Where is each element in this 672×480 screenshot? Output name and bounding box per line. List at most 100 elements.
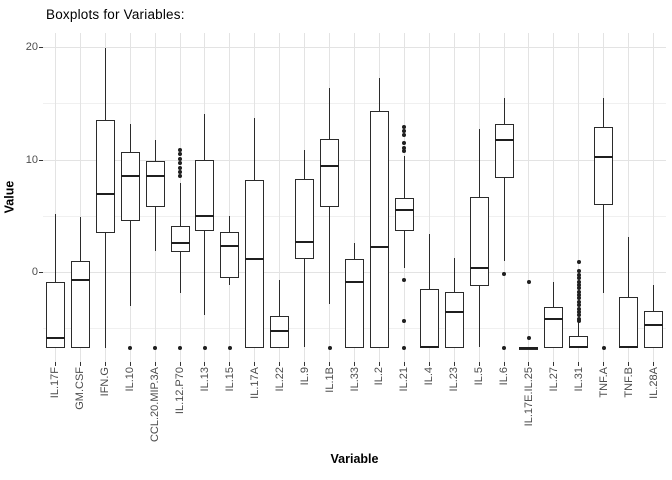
- x-axis-tick: [54, 362, 56, 366]
- outlier-dot: [576, 318, 581, 323]
- boxplot-median: [70, 279, 90, 282]
- boxplot-median: [220, 244, 240, 247]
- x-axis-tick: [553, 362, 555, 366]
- boxplot-median: [619, 345, 639, 348]
- outlier-dot: [526, 279, 531, 284]
- boxplot-median: [295, 241, 315, 244]
- boxplot-lower-whisker: [403, 230, 405, 268]
- outlier-dot: [576, 309, 581, 314]
- x-tick-label: IL.9: [298, 367, 311, 386]
- outlier-dot: [178, 147, 183, 152]
- x-tick-label: IL.6: [498, 367, 511, 386]
- outlier-dot: [576, 293, 581, 297]
- x-tick-label: IL.23: [448, 367, 461, 392]
- outlier-dot: [202, 345, 207, 350]
- outlier-dot: [178, 156, 183, 161]
- boxplot-lower-whisker: [204, 230, 206, 316]
- boxplot-box: [170, 226, 190, 253]
- y-axis-tick: [39, 159, 43, 161]
- x-axis-tick: [229, 362, 231, 366]
- outlier-dot: [576, 289, 581, 294]
- y-axis-tick: [39, 47, 43, 48]
- x-tick-label: IL.15: [223, 367, 236, 392]
- gridline-v: [653, 33, 655, 362]
- x-tick-label: TNF.B: [622, 367, 635, 398]
- outlier-dot: [178, 152, 183, 157]
- boxplot-box: [594, 127, 614, 205]
- boxplot-median: [369, 245, 389, 248]
- boxplot-lower-whisker: [478, 286, 480, 347]
- boxplot-median: [569, 345, 589, 348]
- outlier-dot: [502, 345, 507, 350]
- boxplot-upper-whisker: [403, 155, 405, 199]
- outlier-dot: [153, 345, 158, 350]
- boxplot-box: [270, 316, 290, 348]
- boxplot-box: [644, 310, 664, 348]
- x-axis-tick: [603, 362, 605, 366]
- boxplot-upper-whisker: [304, 149, 306, 180]
- outlier-dot: [178, 165, 183, 170]
- outlier-dot: [526, 335, 531, 340]
- outlier-dot: [576, 276, 581, 281]
- boxplot-box: [469, 197, 489, 286]
- boxplot-median: [120, 174, 140, 177]
- x-axis-tick: [428, 362, 430, 366]
- outlier-dot: [178, 173, 183, 178]
- boxplot-median: [245, 258, 265, 260]
- x-axis-tick: [503, 362, 505, 366]
- x-axis-tick: [378, 362, 380, 366]
- outlier-dot: [576, 306, 581, 311]
- boxplot-box: [95, 119, 115, 234]
- boxplot-box: [444, 291, 464, 348]
- boxplot-lower-whisker: [304, 259, 306, 347]
- boxplot-box: [394, 198, 414, 231]
- boxplot-upper-whisker: [229, 216, 231, 232]
- x-tick-label: IL.17A: [248, 367, 261, 399]
- gridline-v: [453, 33, 455, 362]
- x-axis-tick: [129, 362, 131, 366]
- boxplot-upper-whisker: [354, 243, 355, 259]
- boxplot-box: [544, 307, 564, 348]
- x-tick-label: GM.CSF: [74, 367, 87, 410]
- outlier-dot: [402, 125, 407, 130]
- boxplot-upper-whisker: [104, 47, 106, 120]
- x-tick-label: IL.21: [398, 367, 411, 392]
- boxplot-median: [145, 174, 165, 177]
- boxplot-median: [320, 164, 340, 167]
- outlier-dot: [178, 345, 183, 350]
- outlier-dot: [178, 161, 183, 166]
- boxplot-box: [295, 179, 315, 259]
- outlier-dot: [576, 316, 581, 321]
- gridline-v: [428, 33, 430, 362]
- boxplot-box: [369, 110, 389, 348]
- boxplot-box: [320, 138, 340, 208]
- boxplot-median: [469, 267, 489, 269]
- boxplot-lower-whisker: [179, 252, 181, 293]
- boxplot-lower-whisker: [129, 220, 131, 307]
- x-tick-label: IL.17F: [49, 367, 62, 399]
- outlier-dot: [402, 149, 407, 153]
- x-tick-label: IL.10: [124, 367, 137, 392]
- outlier-dot: [601, 345, 606, 350]
- outlier-dot: [576, 279, 581, 284]
- x-tick-label: IFN.G: [99, 367, 112, 397]
- outlier-dot: [227, 345, 232, 350]
- outlier-dot: [576, 313, 581, 318]
- x-tick-label: IL.5: [473, 367, 486, 386]
- boxplot-upper-whisker: [54, 214, 56, 282]
- outlier-dot: [402, 278, 407, 283]
- boxplot-lower-whisker: [503, 178, 505, 262]
- boxplot-box: [345, 259, 364, 348]
- outlier-dot: [576, 272, 581, 277]
- boxplot-upper-whisker: [329, 88, 331, 139]
- outlier-dot: [402, 318, 407, 323]
- gridline-v: [578, 33, 580, 362]
- x-axis-tick: [254, 362, 256, 366]
- x-tick-label: IL.13: [198, 367, 211, 392]
- x-axis-tick: [653, 362, 655, 366]
- x-tick-label: IL.17E.IL.25: [522, 367, 535, 427]
- outlier-dot: [576, 286, 581, 291]
- gridline-v: [279, 33, 281, 362]
- boxplot-median: [644, 324, 664, 327]
- gridline-v: [628, 33, 630, 362]
